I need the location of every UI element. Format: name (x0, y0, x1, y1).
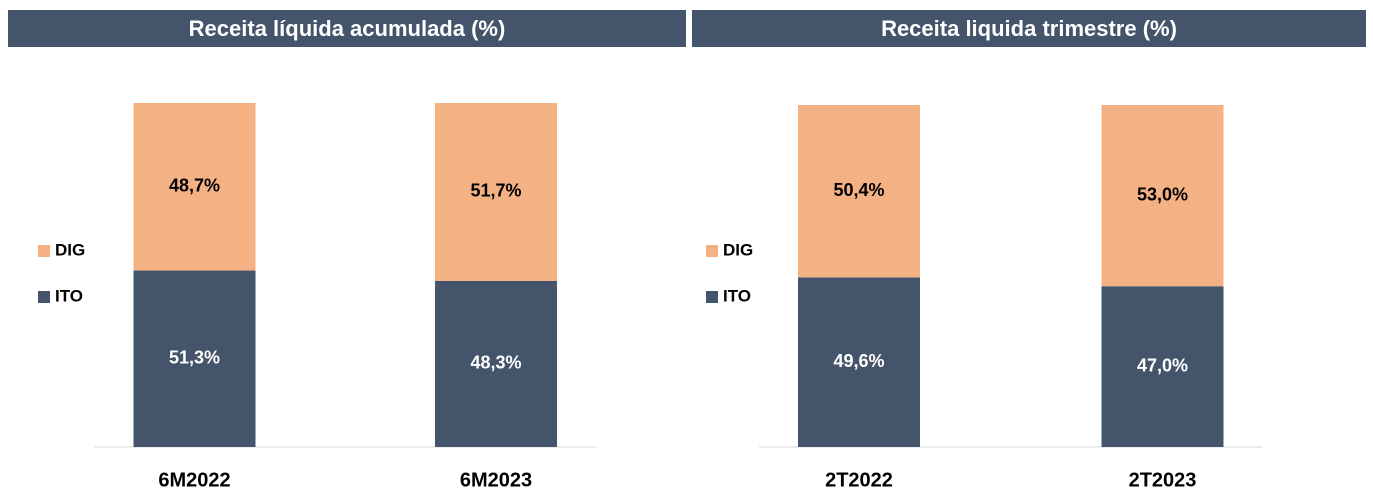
bar-segment (798, 105, 920, 278)
bar-segment (435, 280, 557, 447)
legend-label: ITO (55, 286, 83, 305)
legend-swatch (38, 245, 50, 257)
data-label: 48,7% (169, 176, 220, 196)
x-tick-label: 6M2022 (158, 469, 230, 491)
legend-label: ITO (723, 286, 751, 305)
chart-title: Receita líquida acumulada (%) (189, 16, 506, 41)
bar-segment (1101, 105, 1224, 287)
x-tick-label: 2T2022 (825, 469, 893, 491)
bar-segment (435, 103, 557, 281)
legend-swatch (706, 291, 718, 303)
data-label: 51,7% (470, 181, 521, 201)
chart-title: Receita liquida trimestre (%) (881, 16, 1177, 41)
title-bar (692, 10, 1366, 47)
x-tick-label: 2T2023 (1129, 469, 1197, 491)
data-label: 51,3% (169, 348, 220, 368)
title-bar (8, 10, 686, 47)
legend-swatch (706, 245, 718, 257)
legend-label: DIG (723, 240, 753, 259)
x-tick-label: 6M2023 (460, 469, 532, 491)
data-label: 50,4% (833, 180, 884, 200)
bar-segment (133, 270, 256, 447)
bar-segment (133, 103, 256, 271)
legend-swatch (38, 291, 50, 303)
data-label: 48,3% (470, 353, 521, 373)
legend-label: DIG (55, 240, 85, 259)
data-label: 49,6% (833, 351, 884, 371)
bar-segment (1101, 286, 1224, 447)
data-label: 53,0% (1137, 184, 1188, 204)
data-label: 47,0% (1137, 355, 1188, 375)
bar-segment (798, 277, 920, 447)
